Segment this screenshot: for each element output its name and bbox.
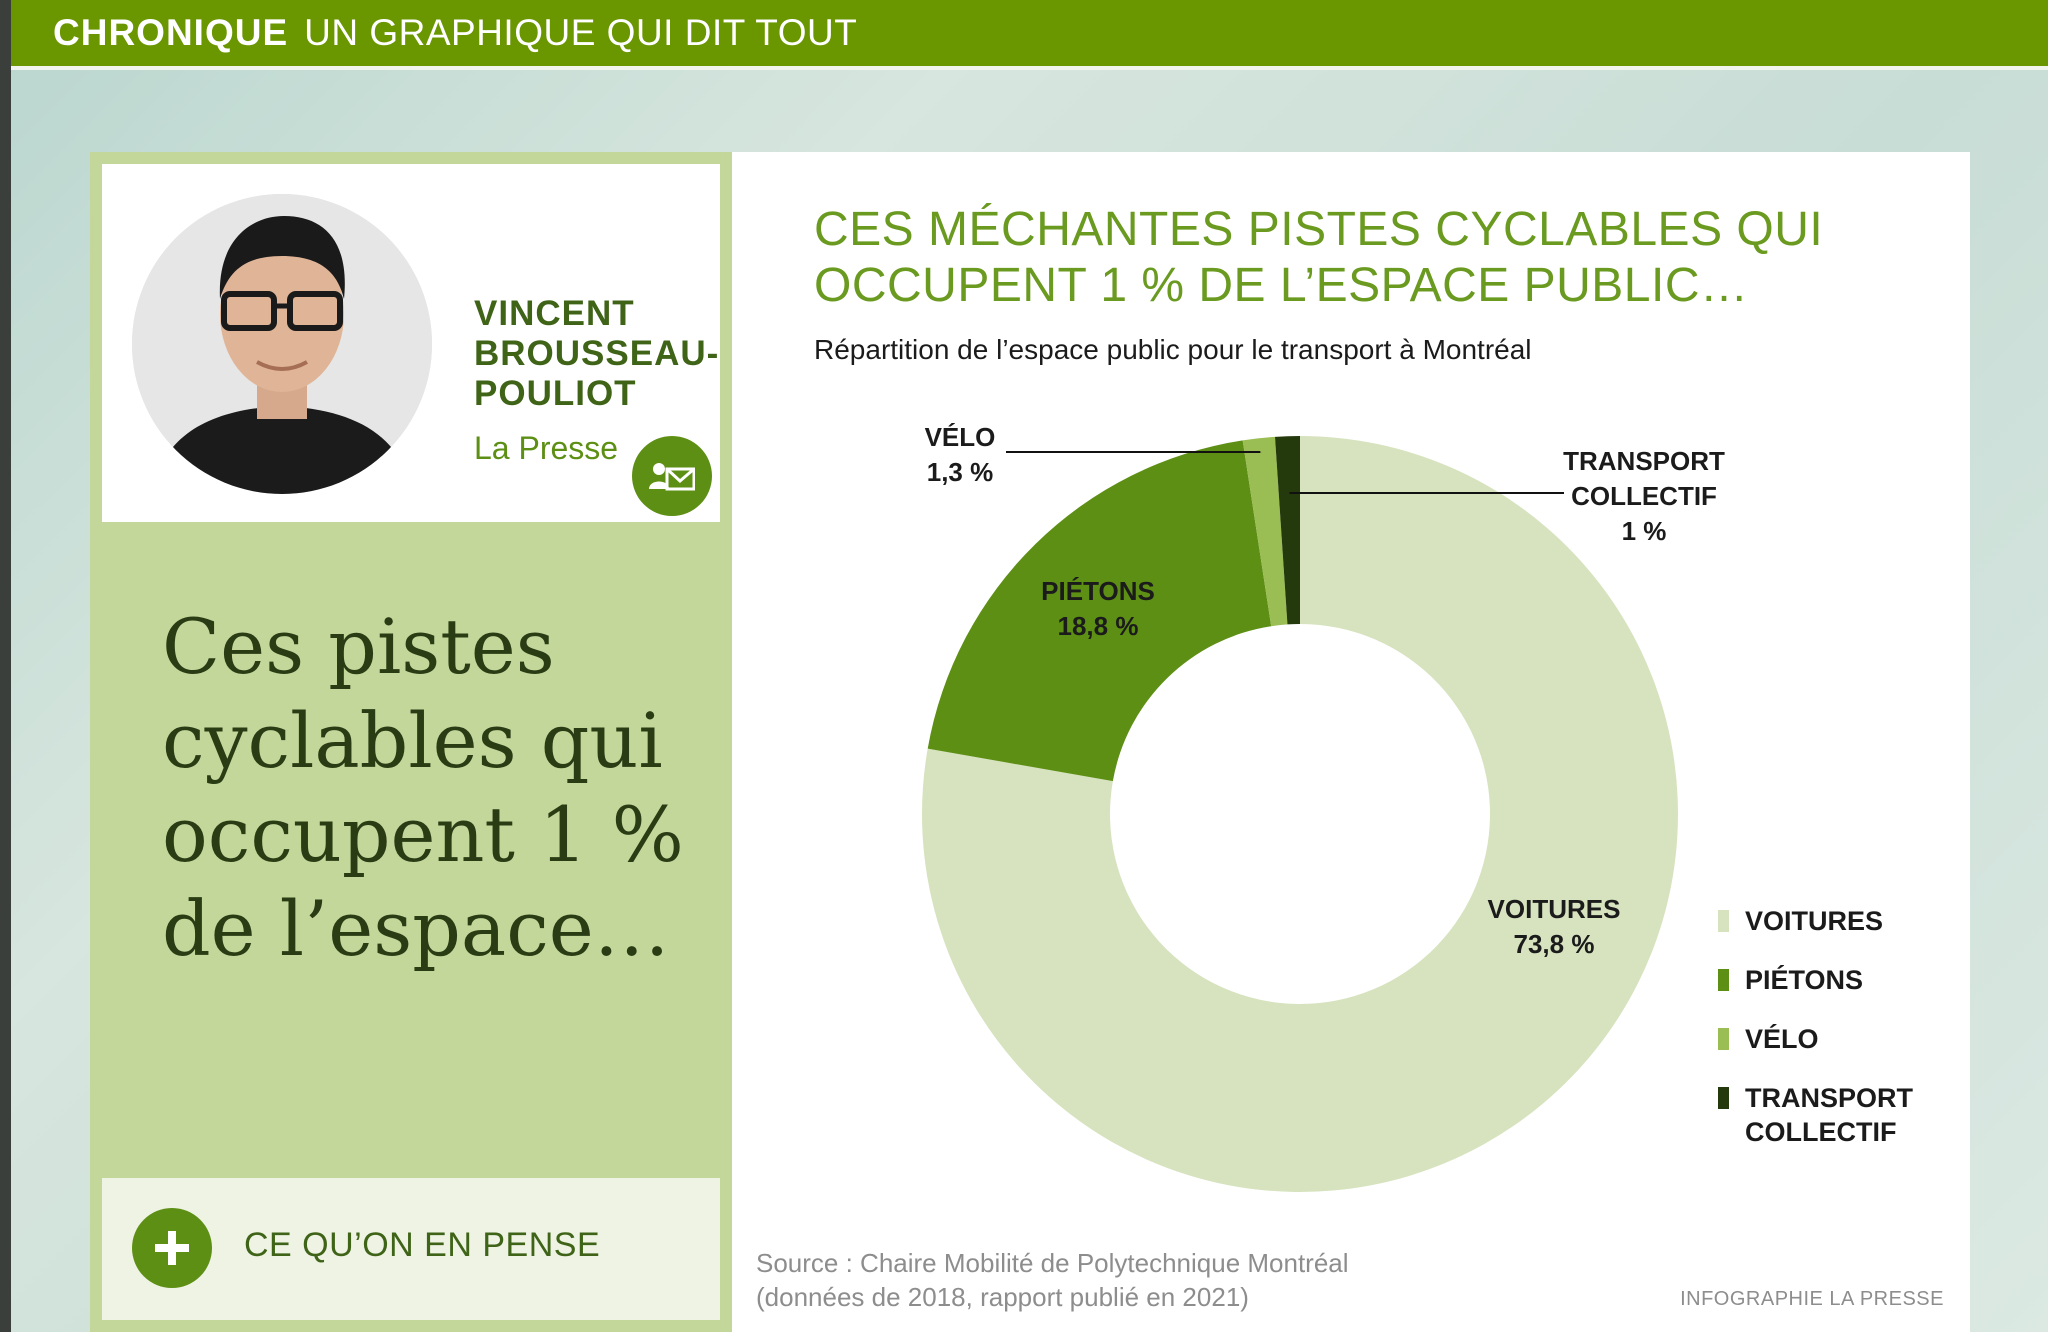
source-line-2: (données de 2018, rapport publié en 2021… bbox=[756, 1282, 1249, 1312]
section-title: UN GRAPHIQUE QUI DIT TOUT bbox=[304, 12, 858, 53]
data-label-velo-line: VÉLO bbox=[925, 422, 996, 452]
data-label-transport-collectif-line: 1 % bbox=[1622, 516, 1667, 546]
plus-icon bbox=[132, 1208, 212, 1288]
chart-source: Source : Chaire Mobilité de Polytechniqu… bbox=[756, 1246, 1456, 1314]
source-line-1: Source : Chaire Mobilité de Polytechniqu… bbox=[756, 1248, 1349, 1278]
data-label-pietons-line: PIÉTONS bbox=[1041, 576, 1155, 606]
data-label-voitures-line: VOITURES bbox=[1488, 894, 1621, 924]
chart-subtitle: Répartition de l’espace public pour le t… bbox=[814, 334, 1532, 365]
contact-mail-icon bbox=[649, 463, 695, 491]
data-label-velo: VÉLO 1,3 % bbox=[925, 422, 996, 487]
data-label-voitures: VOITURES 73,8 % bbox=[1488, 894, 1621, 959]
column-sidebar: VINCENT BROUSSEAU-POULIOT La Presse Ces … bbox=[90, 152, 732, 1332]
author-name: VINCENT BROUSSEAU-POULIOT bbox=[474, 294, 720, 413]
donut-slice-velo bbox=[1242, 436, 1288, 627]
chart-title: CES MÉCHANTES PISTES CYCLABLES QUI OCCUP… bbox=[814, 203, 1824, 312]
legend-swatch bbox=[1718, 969, 1729, 991]
legend-item-transport: TRANSPORT COLLECTIF bbox=[1718, 1081, 1913, 1147]
author-publication: La Presse bbox=[474, 430, 619, 466]
donut-chart: VOITURES 73,8 % PIÉTONS 18,8 % VÉLO 1,3 % TRAN… bbox=[922, 422, 1725, 1192]
contact-author-button[interactable] bbox=[632, 436, 712, 516]
data-label-transport-collectif: TRANSPORT COLLECTIF 1 % bbox=[1563, 446, 1725, 546]
legend-label: VÉLO bbox=[1745, 1024, 1819, 1054]
header-divider bbox=[11, 66, 2048, 70]
article-headline: Ces pistes cyclables qui occupent 1 % de… bbox=[162, 602, 684, 973]
donut-slice-voitures bbox=[922, 436, 1678, 1192]
legend-swatch bbox=[1718, 1087, 1729, 1109]
section-label: CHRONIQUE bbox=[53, 12, 289, 53]
author-portrait bbox=[132, 194, 432, 494]
legend-label: TRANSPORT COLLECTIF bbox=[1745, 1083, 1913, 1147]
opinion-link[interactable]: CE QU’ON EN PENSE bbox=[102, 1178, 720, 1320]
window-edge bbox=[0, 0, 11, 1332]
author-card: VINCENT BROUSSEAU-POULIOT La Presse bbox=[102, 164, 720, 522]
chart-credit: INFOGRAPHIE LA PRESSE bbox=[1680, 1288, 1944, 1310]
legend-swatch bbox=[1718, 910, 1729, 932]
donut-slice-transport bbox=[1274, 436, 1300, 625]
avatar bbox=[132, 194, 432, 494]
donut-slice-pietons bbox=[927, 440, 1272, 782]
legend-item-voitures: VOITURES bbox=[1718, 904, 1905, 963]
legend-swatch bbox=[1718, 1028, 1729, 1050]
chart-legend: VOITURES PIÉTONS VÉLO TRANSPORT COLLECTIF bbox=[1718, 904, 1913, 1147]
data-label-voitures-line: 73,8 % bbox=[1514, 929, 1595, 959]
legend-item-velo: VÉLO bbox=[1718, 1022, 1905, 1081]
legend-label: VOITURES bbox=[1745, 906, 1884, 936]
data-label-velo-line: 1,3 % bbox=[927, 457, 994, 487]
data-label-transport-collectif-line: COLLECTIF bbox=[1571, 481, 1717, 511]
data-label-pietons: PIÉTONS 18,8 % bbox=[1041, 576, 1155, 641]
legend-item-pietons: PIÉTONS bbox=[1718, 963, 1905, 1022]
opinion-label: CE QU’ON EN PENSE bbox=[244, 1226, 601, 1264]
legend-label: PIÉTONS bbox=[1745, 965, 1864, 995]
chart-panel: CES MÉCHANTES PISTES CYCLABLES QUI OCCUP… bbox=[732, 152, 1970, 1332]
data-label-pietons-line: 18,8 % bbox=[1058, 611, 1139, 641]
page-header: CHRONIQUE UN GRAPHIQUE QUI DIT TOUT bbox=[11, 0, 2048, 66]
data-label-transport-collectif-line: TRANSPORT bbox=[1563, 446, 1725, 476]
